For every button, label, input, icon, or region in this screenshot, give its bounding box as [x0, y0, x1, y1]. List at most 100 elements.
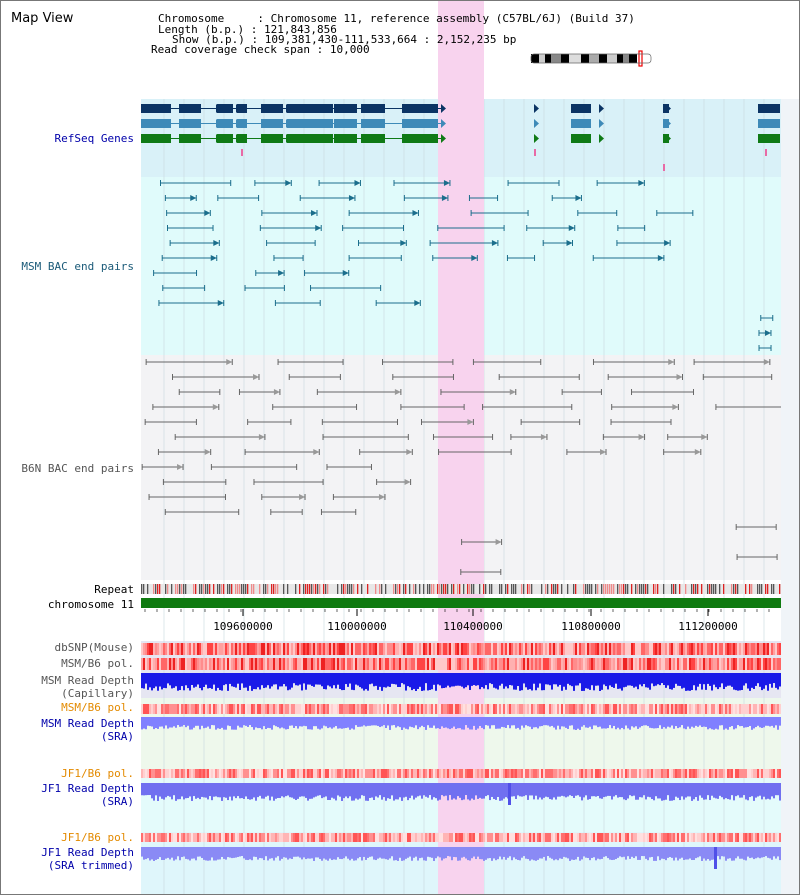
msm-capillary-depth-bar [411, 673, 413, 691]
msm-pol-sra-heat-cell [197, 704, 199, 714]
msm-pol-heat-cell [187, 658, 189, 670]
msm-sra-depth-bar [551, 717, 553, 726]
msm-sra-depth-bar [195, 717, 197, 726]
jf1-trim-depth-bar [145, 847, 147, 860]
msm-pol-heat-cell [757, 658, 759, 670]
jf1-pol-trim-heat-cell [207, 833, 209, 842]
repeat-element [327, 584, 329, 594]
jf1-pol-trim-heat-cell [651, 833, 653, 842]
b6n-bac-arrow [212, 404, 219, 410]
msm-sra-depth-bar [147, 717, 149, 726]
msm-sra-depth-bar [587, 717, 589, 728]
jf1-pol-heat-cell [281, 769, 283, 778]
jf1-trim-depth-bar [677, 847, 679, 861]
dbsnp-heat-cell [329, 643, 331, 655]
msm-sra-depth-bar [321, 717, 323, 729]
jf1-trim-depth-bar [345, 847, 347, 857]
dbsnp-heat-cell [173, 643, 175, 655]
jf1-sra-depth-bar [763, 783, 765, 797]
refseq-track-label[interactable]: RefSeq Genes [54, 132, 134, 145]
msm-capillary-depth-bar [497, 673, 499, 690]
b6n-bac-track-label[interactable]: B6N BAC end pairs [21, 462, 134, 475]
jf1-pol-heat-cell [423, 769, 425, 778]
ideogram-band [539, 54, 545, 63]
jf1-pol-trim-heat-cell [719, 833, 721, 842]
jf1-trim-depth-bar [259, 847, 261, 859]
jf1-sra-depth-bar [197, 783, 199, 798]
msm-bac-track-label[interactable]: MSM BAC end pairs [21, 260, 134, 273]
msm-sra-depth-bar [633, 717, 635, 728]
jf1-trim-depth-bar [389, 847, 391, 859]
msm-bac-arrow [400, 240, 407, 246]
msm-pol-sra-heat-cell [325, 704, 327, 714]
dbsnp-heat-cell [545, 643, 547, 655]
jf1-sra-depth-bar [761, 783, 763, 800]
jf1-pol-heat-cell [559, 769, 561, 778]
jf1-pol-trim-heat-cell [177, 833, 179, 842]
msm-capillary-depth-bar [647, 673, 649, 688]
msm-pol-sra-heat-cell [705, 704, 707, 714]
msm-capillary-depth-bar [543, 673, 545, 691]
msm-pol-sra-heat-cell [511, 704, 513, 714]
msm-capillary-depth-bar [315, 673, 317, 685]
jf1-sra-depth-bar [695, 783, 697, 798]
jf1-pol-trim-heat-cell [281, 833, 283, 842]
msm-sra-depth-bar [175, 717, 177, 728]
jf1-sra-depth-bar [145, 783, 147, 796]
repeat-element [685, 584, 687, 594]
msm-capillary-depth-bar [427, 673, 429, 691]
jf1-pol-trim-heat-cell [529, 833, 531, 842]
jf1-trim-depth-bar [611, 847, 613, 861]
jf1-sra-depth-bar [299, 783, 301, 797]
jf1-pol-trim-heat-cell [561, 833, 563, 842]
jf1-pol-heat-cell [441, 769, 443, 778]
dbsnp-heat-cell [315, 643, 317, 655]
jf1-sra-depth-bar [233, 783, 235, 797]
jf1-sra-depth-bar [199, 783, 201, 800]
msm-sra-depth-bar [177, 717, 179, 726]
jf1-trim-depth-bar [675, 847, 677, 858]
jf1-sra-depth-bar [705, 783, 707, 800]
msm-sra-depth-bar [217, 717, 219, 729]
msm-pol-heat-cell [557, 658, 559, 670]
jf1-pol-heat-cell [571, 769, 573, 778]
jf1-pol-heat-cell [669, 769, 671, 778]
dbsnp-heat-cell [193, 643, 195, 655]
jf1-pol-trim-heat-cell [481, 833, 483, 842]
jf1-sra-depth-bar [731, 783, 733, 796]
jf1-trim-depth-bar [247, 847, 249, 861]
dbsnp-heat-cell [309, 643, 311, 655]
msm-pol-sra-heat-cell [449, 704, 451, 714]
jf1-pol-trim-heat-cell [633, 833, 635, 842]
jf1-trim-depth-bar [693, 847, 695, 860]
msm-pol-sra-heat-cell [697, 704, 699, 714]
jf1-pol-trim-heat-cell [171, 833, 173, 842]
jf1-sra-depth-bar [223, 783, 225, 798]
msm-capillary-depth-bar [287, 673, 289, 691]
repeat-element [511, 584, 513, 594]
jf1-pol-trim-heat-cell [431, 833, 433, 842]
jf1-sra-depth-bar [381, 783, 383, 800]
jf1-sra-depth-bar [235, 783, 237, 799]
b6n-bac-arrow [467, 419, 474, 425]
jf1-pol-heat-cell [347, 769, 349, 778]
msm-capillary-depth-bar [243, 673, 245, 688]
jf1-sra-depth-bar [461, 783, 463, 801]
jf1-pol-trim-heat-cell [581, 833, 583, 842]
jf1-trim-depth-bar [399, 847, 401, 858]
msm-pol-sra-heat-cell [157, 704, 159, 714]
jf1-pol-heat-cell [225, 769, 227, 778]
msm-pol-heat-cell [707, 658, 709, 670]
msm-pol-sra-heat-cell [359, 704, 361, 714]
msm-pol-heat-cell [173, 658, 175, 670]
jf1-sra-depth-bar [479, 783, 481, 798]
msm-sra-depth-bar [641, 717, 643, 727]
jf1-pol-trim-heat-cell [149, 833, 151, 842]
jf1-pol-trim-heat-cell [315, 833, 317, 842]
jf1-trim-depth-bar [671, 847, 673, 858]
msm-capillary-depth-bar [737, 673, 739, 691]
msm-pol-sra-heat-cell [487, 704, 489, 714]
dbsnp-heat-cell [533, 643, 535, 655]
msm-capillary-depth-bar [579, 673, 581, 684]
